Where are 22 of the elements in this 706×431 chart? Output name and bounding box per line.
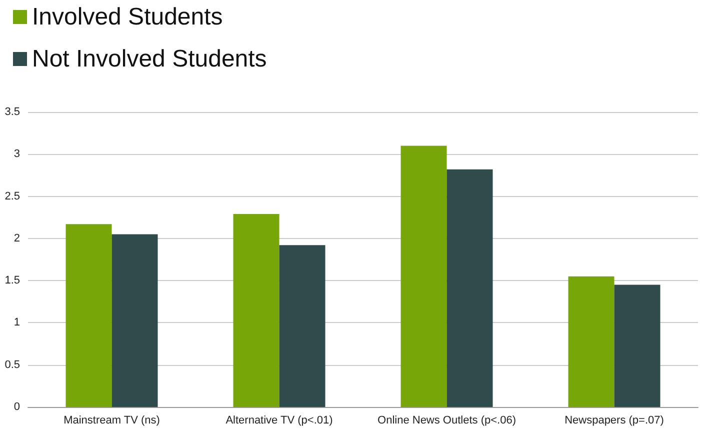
y-tick-label: 2.5 [4, 190, 20, 202]
x-tick-label: Alternative TV (p<.01) [226, 414, 333, 426]
x-tick-label: Mainstream TV (ns) [64, 414, 160, 426]
y-tick-label: 0 [14, 401, 20, 413]
legend-label: Involved Students [32, 4, 223, 30]
y-tick-label: 3 [14, 148, 20, 160]
bar [568, 276, 614, 407]
y-tick-label: 2 [14, 232, 20, 244]
legend-label: Not Involved Students [32, 46, 267, 72]
x-tick-label: Online News Outlets (p<.06) [378, 414, 516, 426]
y-tick-label: 3.5 [4, 106, 20, 118]
bar [446, 169, 493, 407]
y-tick-label: 0.5 [4, 358, 20, 371]
bar [614, 284, 660, 407]
bar [279, 245, 326, 407]
bar [66, 224, 112, 407]
bar [400, 146, 447, 407]
bar [112, 234, 158, 407]
y-tick-label: 1.5 [4, 274, 20, 287]
y-tick-label: 1 [14, 316, 20, 329]
x-tick-label: Newspapers (p=.07) [564, 414, 664, 426]
bar [233, 214, 280, 407]
